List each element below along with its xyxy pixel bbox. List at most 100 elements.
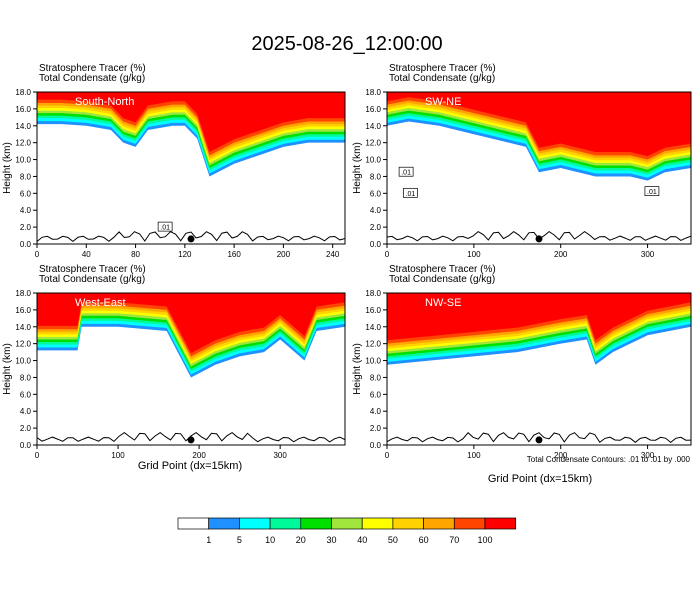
colorbar-swatch (269, 517, 302, 530)
y-axis-label: Height (km) (352, 142, 363, 194)
x-tick-label: 200 (192, 451, 206, 460)
y-tick-label: 10.0 (15, 156, 31, 165)
x-axis-label-left: Grid Point (dx=15km) (138, 460, 242, 472)
y-tick-label: 2.0 (20, 424, 32, 433)
var-label-condensate: Total Condensate (g/kg) (39, 73, 145, 84)
terrain-contour (387, 431, 691, 444)
y-axis-label: Height (km) (352, 343, 363, 395)
y-axis-label: Height (km) (2, 142, 13, 194)
y-tick-label: 0.0 (370, 441, 382, 450)
contour-label: .01 (160, 225, 170, 232)
colorbar-label: 5 (237, 535, 242, 545)
cross-section-center-marker (535, 436, 543, 444)
x-tick-label: 100 (467, 451, 481, 460)
x-tick-label: 300 (273, 451, 287, 460)
y-tick-label: 6.0 (20, 189, 32, 198)
y-tick-label: 4.0 (370, 407, 382, 416)
y-tick-label: 8.0 (370, 373, 382, 382)
y-tick-label: 10.0 (15, 357, 31, 366)
contour-label-box (157, 221, 173, 232)
y-tick-label: 2.0 (370, 223, 382, 232)
y-tick-label: 4.0 (20, 407, 32, 416)
cross-section-center-marker (187, 436, 195, 444)
panel-sw-ne: Stratosphere Tracer (%)Total Condensate … (352, 63, 692, 259)
plot-frame (386, 91, 692, 245)
y-tick-label: 16.0 (15, 105, 31, 114)
y-tick-label: 0.0 (20, 441, 32, 450)
tracer-band-100 (387, 92, 691, 157)
panel-west-east: Stratosphere Tracer (%)Total Condensate … (2, 264, 346, 460)
colorbar-swatch (331, 517, 363, 530)
y-tick-label: 8.0 (20, 373, 32, 382)
y-tick-label: 8.0 (20, 172, 32, 181)
figure-title: 2025-08-26_12:00:00 (251, 33, 442, 55)
y-tick-label: 18.0 (15, 289, 31, 298)
colorbar-swatch (208, 517, 240, 530)
contour-label-box (398, 166, 414, 177)
y-tick-label: 18.0 (15, 88, 31, 97)
tracer-field: .01 .01 .01 (387, 92, 691, 244)
y-tick-label: 14.0 (365, 122, 381, 131)
colorbar-label: 100 (477, 535, 492, 545)
panels: Stratosphere Tracer (%)Total Condensate … (2, 63, 692, 460)
x-tick-label: 80 (131, 250, 140, 259)
y-tick-label: 6.0 (20, 390, 32, 399)
colorbar-label: 20 (296, 535, 306, 545)
section-title: SW-NE (425, 96, 461, 108)
colorbar-swatch (392, 517, 424, 530)
colorbar-swatch (177, 517, 210, 530)
y-tick-label: 16.0 (15, 306, 31, 315)
y-axis-label: Height (km) (2, 343, 13, 395)
tracer-field (387, 293, 691, 445)
colorbar-label: 40 (357, 535, 367, 545)
colorbar-label: 1 (206, 535, 211, 545)
y-tick-label: 8.0 (370, 172, 382, 181)
plot-frame (386, 292, 692, 446)
x-tick-label: 40 (82, 250, 91, 259)
tracer-field (37, 293, 345, 445)
y-tick-label: 10.0 (365, 156, 381, 165)
y-tick-label: 14.0 (365, 323, 381, 332)
panel-nw-se: Stratosphere Tracer (%)Total Condensate … (352, 264, 692, 460)
y-tick-label: 0.0 (370, 240, 382, 249)
y-tick-label: 18.0 (365, 289, 381, 298)
colorbar-swatch (484, 517, 517, 530)
y-tick-label: 18.0 (365, 88, 381, 97)
y-tick-label: 12.0 (365, 340, 381, 349)
var-label-tracer: Stratosphere Tracer (%) (389, 264, 496, 275)
x-tick-label: 100 (111, 451, 125, 460)
x-tick-label: 200 (554, 451, 568, 460)
colorbar: 1 5 10 20 30 40 50 60 70 100 (177, 517, 517, 545)
x-axis-label-right: Grid Point (dx=15km) (488, 473, 592, 485)
colorbar-swatch (239, 517, 271, 530)
var-label-tracer: Stratosphere Tracer (%) (39, 264, 146, 275)
x-tick-label: 120 (178, 250, 192, 259)
x-tick-label: 300 (641, 451, 655, 460)
plot-frame (36, 91, 346, 245)
contour-label-box (403, 187, 418, 198)
colorbar-label: 60 (419, 535, 429, 545)
contour-label: .01 (406, 191, 416, 198)
var-label-condensate: Total Condensate (g/kg) (389, 274, 495, 285)
y-tick-label: 2.0 (370, 424, 382, 433)
y-tick-label: 6.0 (370, 390, 382, 399)
x-tick-label: 0 (385, 250, 390, 259)
y-tick-label: 12.0 (365, 139, 381, 148)
y-tick-label: 14.0 (15, 323, 31, 332)
contour-label: .01 (401, 170, 411, 177)
contour-label-box (644, 186, 660, 196)
y-tick-label: 10.0 (365, 357, 381, 366)
y-tick-label: 12.0 (15, 340, 31, 349)
colorbar-label: 50 (388, 535, 398, 545)
tracer-band-100 (37, 92, 345, 152)
x-tick-label: 240 (326, 250, 340, 259)
x-tick-label: 0 (35, 250, 40, 259)
y-tick-label: 16.0 (365, 105, 381, 114)
tracer-band-100 (387, 293, 691, 341)
var-label-condensate: Total Condensate (g/kg) (39, 274, 145, 285)
section-title: West-East (75, 297, 126, 309)
terrain-contour (37, 431, 345, 443)
section-title: South-North (75, 96, 134, 108)
x-tick-label: 300 (641, 250, 655, 259)
